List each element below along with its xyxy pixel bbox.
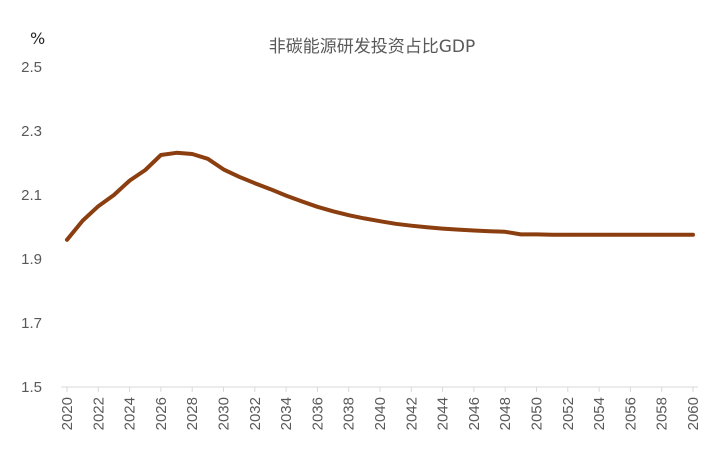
x-tick-label: 2034 <box>278 397 295 430</box>
data-point <box>65 238 69 242</box>
data-point <box>378 219 382 223</box>
y-tick-label: 1.9 <box>21 251 42 268</box>
data-point <box>691 233 695 237</box>
data-point <box>456 228 460 232</box>
y-tick-label: 2.1 <box>21 187 42 204</box>
x-tick-label: 2052 <box>560 397 577 430</box>
data-point <box>112 193 116 197</box>
y-tick-label: 1.7 <box>21 315 42 332</box>
data-point <box>550 233 554 237</box>
x-tick-label: 2054 <box>591 397 608 430</box>
data-point <box>284 194 288 198</box>
data-point <box>81 219 85 223</box>
x-tick-label: 2040 <box>372 397 389 430</box>
data-point <box>143 168 147 172</box>
data-point <box>660 233 664 237</box>
data-point <box>175 151 179 155</box>
x-axis: 2020 2022 2024 2026 2028 2030 2032 2034 2036 2038… <box>59 387 702 430</box>
y-tick-label: 2.3 <box>21 123 42 140</box>
data-point <box>675 233 679 237</box>
x-tick-label: 2036 <box>309 397 326 430</box>
data-point <box>581 233 585 237</box>
x-tick-label: 2028 <box>184 397 201 430</box>
data-point <box>237 175 241 179</box>
data-point <box>331 209 335 213</box>
data-point <box>425 225 429 229</box>
data-point <box>300 199 304 203</box>
x-tick-label: 2042 <box>403 397 420 430</box>
x-tick-label: 2060 <box>685 397 702 430</box>
data-point <box>472 229 476 232</box>
data-point <box>503 230 507 234</box>
data-point <box>269 187 272 191</box>
y-tick-label: 2.5 <box>21 59 42 76</box>
data-point <box>597 233 601 237</box>
data-point <box>347 213 351 217</box>
data-point <box>315 205 319 209</box>
data-point <box>488 229 492 233</box>
x-tick-label: 2046 <box>466 397 483 430</box>
data-point <box>409 224 413 228</box>
data-point <box>613 233 617 237</box>
data-point <box>253 181 257 185</box>
data-point <box>362 216 366 220</box>
x-tick-label: 2024 <box>122 397 139 430</box>
data-point <box>190 152 194 156</box>
series-group <box>65 150 695 242</box>
chart-title: 非碳能源研发投资占比GDP <box>269 37 476 57</box>
data-point <box>566 233 570 237</box>
x-tick-label: 2020 <box>59 397 76 430</box>
x-tick-label: 2048 <box>497 397 514 430</box>
x-tick-label: 2038 <box>341 397 358 430</box>
data-point <box>628 233 632 237</box>
data-point <box>519 232 523 236</box>
x-tick-label: 2044 <box>435 397 452 430</box>
y-axis: 2.5 2.3 2.1 1.9 1.7 1.5 <box>21 59 42 396</box>
x-tick-label: 2030 <box>216 397 233 430</box>
y-tick-label: 1.5 <box>21 379 42 396</box>
data-point <box>96 204 100 208</box>
data-point <box>644 233 648 237</box>
x-tick-label: 2032 <box>247 397 264 430</box>
data-point <box>159 153 163 157</box>
x-tick-label: 2050 <box>529 397 546 430</box>
y-unit-label: % <box>30 29 45 48</box>
data-point <box>128 179 132 183</box>
series-line <box>65 150 695 242</box>
data-point <box>535 232 538 236</box>
x-tick-label: 2026 <box>153 397 170 430</box>
x-tick-label: 2058 <box>654 397 671 430</box>
x-tick-label: 2056 <box>622 397 639 430</box>
data-point <box>206 157 210 161</box>
x-tick-label: 2022 <box>90 397 107 430</box>
data-point <box>222 167 225 171</box>
data-point <box>441 227 445 231</box>
data-point <box>394 222 398 226</box>
